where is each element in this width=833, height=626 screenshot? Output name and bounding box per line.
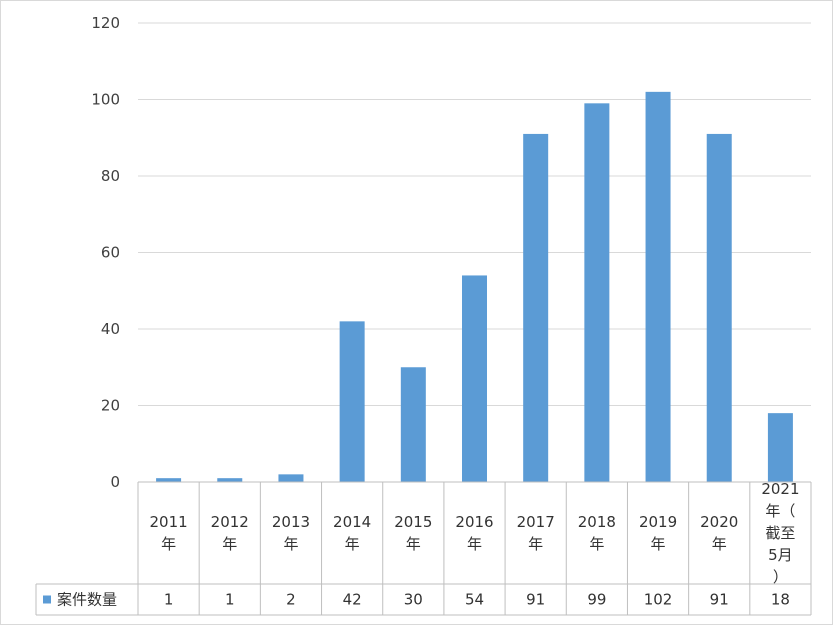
y-tick-label: 0: [110, 473, 120, 491]
y-tick-label: 20: [101, 397, 120, 415]
table-value-cell: 18: [771, 591, 790, 609]
bar: [645, 91, 671, 482]
bar: [156, 478, 182, 482]
table-value-cell: 54: [465, 591, 484, 609]
table-value-cell: 2: [286, 591, 296, 609]
table-value-cell: 30: [404, 591, 423, 609]
x-category-label: 2015 年: [394, 513, 432, 553]
table-value-cell: 99: [587, 591, 606, 609]
table-value-cell: 91: [526, 591, 545, 609]
x-category-label: 2019 年: [639, 513, 677, 553]
bar: [400, 367, 426, 482]
x-category-label: 2016 年: [455, 513, 493, 553]
table-value-cell: 91: [710, 591, 729, 609]
table-value-cell: 102: [644, 591, 673, 609]
table-value-cell: 42: [343, 591, 362, 609]
x-category-label: 2014 年: [333, 513, 371, 553]
x-category-label: 2021 年（截至 5月）: [761, 480, 799, 586]
y-tick-label: 60: [101, 244, 120, 262]
bar: [217, 478, 243, 482]
y-tick-label: 100: [91, 91, 120, 109]
x-category-label: 2020 年: [700, 513, 738, 553]
x-category-label: 2011 年: [149, 513, 187, 553]
bar: [767, 413, 793, 482]
x-category-label: 2017 年: [517, 513, 555, 553]
bar: [278, 474, 304, 482]
legend-swatch: [43, 595, 51, 604]
y-tick-label: 40: [101, 320, 120, 338]
y-tick-label: 80: [101, 167, 120, 185]
table-value-cell: 1: [164, 591, 174, 609]
y-tick-label: 120: [91, 14, 120, 32]
x-category-label: 2012 年: [211, 513, 249, 553]
bar: [706, 133, 732, 483]
x-category-label: 2013 年: [272, 513, 310, 553]
bar: [523, 133, 549, 483]
table-value-cell: 1: [225, 591, 235, 609]
x-category-label: 2018 年: [578, 513, 616, 553]
bar: [339, 321, 365, 482]
legend-series-name: 案件数量: [57, 591, 117, 609]
bar: [462, 275, 487, 482]
bar: [584, 103, 610, 482]
